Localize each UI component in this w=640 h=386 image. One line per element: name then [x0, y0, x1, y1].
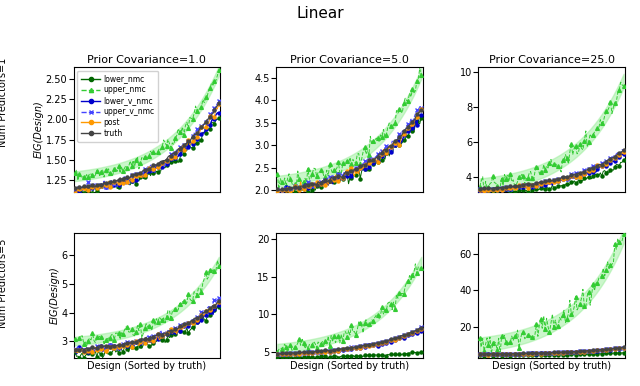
Text: Num Predictors=1: Num Predictors=1	[0, 58, 8, 147]
X-axis label: Design (Sorted by truth): Design (Sorted by truth)	[290, 361, 409, 371]
Title: Prior Covariance=1.0: Prior Covariance=1.0	[88, 55, 206, 64]
Text: Num Predictors=5: Num Predictors=5	[0, 239, 8, 328]
Y-axis label: EIG(Design): EIG(Design)	[50, 267, 60, 324]
Y-axis label: EIG(Design): EIG(Design)	[34, 101, 44, 159]
Legend: lower_nmc, upper_nmc, lower_v_nmc, upper_v_nmc, post, truth: lower_nmc, upper_nmc, lower_v_nmc, upper…	[77, 71, 158, 142]
Title: Prior Covariance=5.0: Prior Covariance=5.0	[290, 55, 409, 64]
Title: Prior Covariance=25.0: Prior Covariance=25.0	[489, 55, 614, 64]
Text: Linear: Linear	[296, 6, 344, 21]
X-axis label: Design (Sorted by truth): Design (Sorted by truth)	[492, 361, 611, 371]
X-axis label: Design (Sorted by truth): Design (Sorted by truth)	[87, 361, 207, 371]
